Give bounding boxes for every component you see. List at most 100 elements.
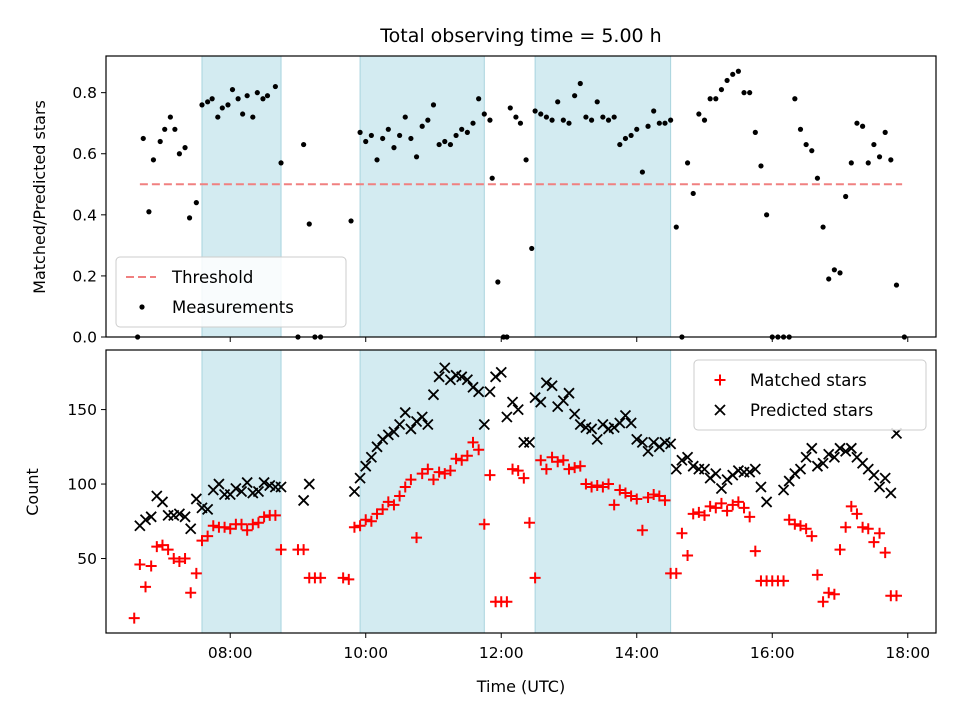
data-point (673, 224, 679, 230)
data-point (529, 572, 541, 584)
data-point (563, 387, 575, 399)
data-point (732, 496, 744, 508)
data-point (388, 499, 400, 511)
legend-label: Predicted stars (750, 401, 873, 420)
data-point (162, 509, 174, 521)
data-point (473, 444, 485, 456)
data-point (433, 371, 445, 383)
data-point (546, 451, 558, 463)
data-point (501, 411, 513, 423)
data-point (172, 126, 178, 132)
data-point (439, 362, 451, 374)
data-point (209, 96, 215, 102)
data-point (244, 93, 250, 99)
data-point (744, 511, 756, 523)
data-point (278, 160, 284, 166)
data-point (625, 417, 637, 429)
data-point (653, 490, 665, 502)
data-point (139, 514, 152, 526)
data-point (718, 86, 725, 93)
data-point (168, 553, 180, 565)
data-point (179, 511, 191, 523)
data-point (411, 532, 423, 544)
data-point (645, 123, 651, 129)
data-point (617, 141, 623, 148)
data-point (513, 114, 519, 120)
data-point (489, 175, 495, 181)
data-point (140, 135, 146, 142)
data-point (360, 514, 372, 526)
data-point (422, 463, 434, 475)
data-point (557, 454, 569, 466)
top-y-tick-label: 0.0 (72, 329, 97, 347)
data-point (879, 472, 891, 484)
data-point (893, 282, 900, 288)
data-point (800, 523, 812, 535)
data-point (156, 539, 168, 551)
data-point (834, 544, 846, 556)
legend-label: Threshold (171, 268, 253, 287)
data-point (254, 90, 260, 96)
data-point (823, 587, 835, 599)
data-point (202, 530, 214, 542)
bottom-y-tick-label: 150 (67, 401, 97, 419)
data-point (713, 96, 719, 102)
x-tick-label: 10:00 (343, 644, 388, 662)
data-point (747, 90, 753, 96)
data-point (572, 93, 578, 99)
data-point (484, 386, 496, 398)
data-point (797, 126, 804, 132)
data-point (890, 590, 902, 602)
data-point (817, 596, 829, 608)
top-shaded-interval (359, 55, 485, 338)
data-point (882, 129, 888, 135)
data-point (651, 108, 657, 114)
data-point (809, 148, 815, 154)
data-point (219, 105, 225, 111)
bottom-y-tick-label: 50 (77, 550, 97, 568)
data-point (557, 395, 569, 407)
data-point (224, 523, 236, 535)
data-point (566, 120, 572, 126)
data-point (704, 500, 716, 512)
data-point (574, 460, 586, 472)
data-point (179, 553, 191, 565)
top-y-tick-label: 0.6 (72, 145, 97, 163)
data-point (710, 502, 722, 514)
data-point (430, 102, 437, 108)
data-point (301, 141, 307, 148)
data-point (639, 169, 645, 175)
data-point (619, 409, 632, 422)
top-y-tick-label: 0.4 (72, 206, 97, 224)
data-point (360, 460, 372, 472)
data-point (603, 478, 615, 490)
data-point (783, 475, 795, 487)
data-point (540, 463, 552, 475)
data-point (676, 454, 688, 466)
data-point (811, 460, 824, 472)
data-point (845, 500, 857, 512)
data-point (670, 463, 682, 475)
data-point (517, 120, 524, 126)
data-point (744, 466, 756, 478)
matched-starsseries (128, 436, 902, 624)
data-point (588, 117, 595, 123)
data-point (399, 406, 411, 419)
data-point (879, 547, 891, 559)
data-point (800, 451, 812, 463)
data-point (707, 96, 713, 102)
data-point (173, 556, 185, 568)
data-point (391, 145, 397, 151)
data-point (540, 377, 553, 389)
data-point (473, 386, 485, 398)
data-point (365, 515, 377, 527)
data-point (439, 468, 451, 480)
data-point (552, 456, 564, 468)
data-point (185, 523, 197, 535)
data-point (507, 105, 513, 111)
data-point (549, 117, 555, 123)
data-point (145, 560, 157, 572)
data-point (523, 157, 529, 163)
data-point (834, 442, 846, 454)
data-point (275, 481, 287, 493)
